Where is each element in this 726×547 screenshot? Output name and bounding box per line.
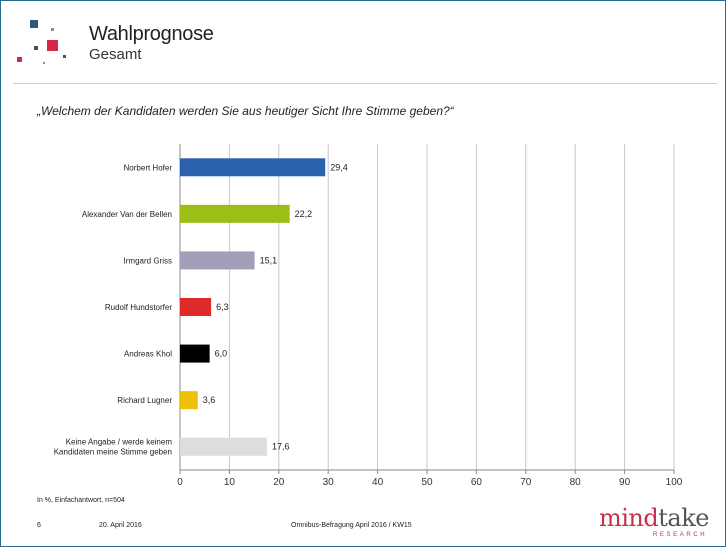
- x-tick-label-40: 40: [372, 477, 384, 488]
- category-label-1: Alexander Van der Bellen: [82, 210, 172, 219]
- logo-square-red-small: [17, 57, 22, 62]
- x-tick-label-80: 80: [570, 477, 582, 488]
- value-label-4: 6,0: [215, 349, 228, 359]
- category-label-6-line-1: Kandidaten meine Stimme geben: [54, 448, 172, 457]
- category-label-2: Irmgard Griss: [124, 256, 172, 265]
- brand-mind: mind: [599, 504, 659, 532]
- value-label-2: 15,1: [260, 255, 278, 265]
- x-tick-label-50: 50: [421, 477, 433, 488]
- x-tick-label-30: 30: [323, 477, 335, 488]
- bar-5: [180, 391, 198, 410]
- category-label-5: Richard Lugner: [117, 396, 172, 405]
- bar-2: [180, 251, 255, 270]
- brand-tagline: RESEARCH: [653, 532, 708, 538]
- value-label-1: 22,2: [295, 209, 313, 219]
- footer-date: 20. April 2016: [99, 522, 142, 529]
- logo-square-blue-small: [34, 46, 38, 50]
- brand-take: take: [658, 504, 709, 532]
- logo-dot-blue: [63, 55, 66, 58]
- value-label-6: 17,6: [272, 442, 290, 452]
- x-tick-label-60: 60: [471, 477, 483, 488]
- value-label-0: 29,4: [330, 162, 348, 172]
- category-label-4: Andreas Khol: [124, 350, 172, 359]
- value-label-3: 6,3: [216, 302, 229, 312]
- x-tick-label-10: 10: [224, 477, 236, 488]
- bar-6: [180, 437, 267, 456]
- header-divider: [13, 83, 717, 84]
- survey-question: „Welchem der Kandidaten werden Sie aus h…: [37, 104, 454, 118]
- category-label-6-line-0: Keine Angabe / werde keinem: [66, 438, 173, 447]
- logo-square-red-large: [47, 40, 58, 51]
- bar-1: [180, 204, 290, 223]
- footer-source: Omnibus-Befragung April 2016 / KW15: [291, 522, 412, 529]
- category-label-0: Norbert Hofer: [124, 163, 173, 172]
- page-title: Wahlprognose: [89, 23, 214, 45]
- page-subtitle: Gesamt: [89, 46, 142, 63]
- logo-square-blue: [30, 20, 38, 28]
- value-label-5: 3,6: [203, 395, 216, 405]
- bar-0: [180, 158, 326, 177]
- chart-footnote: In %, Einfachantwort, n=504: [37, 497, 125, 504]
- bar-4: [180, 344, 210, 363]
- page-number: 6: [37, 522, 41, 529]
- x-tick-label-100: 100: [666, 477, 683, 488]
- x-tick-label-20: 20: [273, 477, 285, 488]
- x-tick-label-90: 90: [619, 477, 631, 488]
- brand-logo: mindtake: [599, 506, 709, 530]
- logo-dot-gray-2: [43, 62, 45, 64]
- logo-dot-gray: [51, 28, 54, 31]
- category-label-3: Rudolf Hundstorfer: [105, 303, 172, 312]
- x-tick-label-70: 70: [520, 477, 532, 488]
- x-tick-label-0: 0: [177, 477, 183, 488]
- bar-3: [180, 298, 212, 316]
- bar-chart: 0 10 20 30 40 50 60 70 80 90 100 29,4 Norbert Hofer 2…: [54, 144, 683, 488]
